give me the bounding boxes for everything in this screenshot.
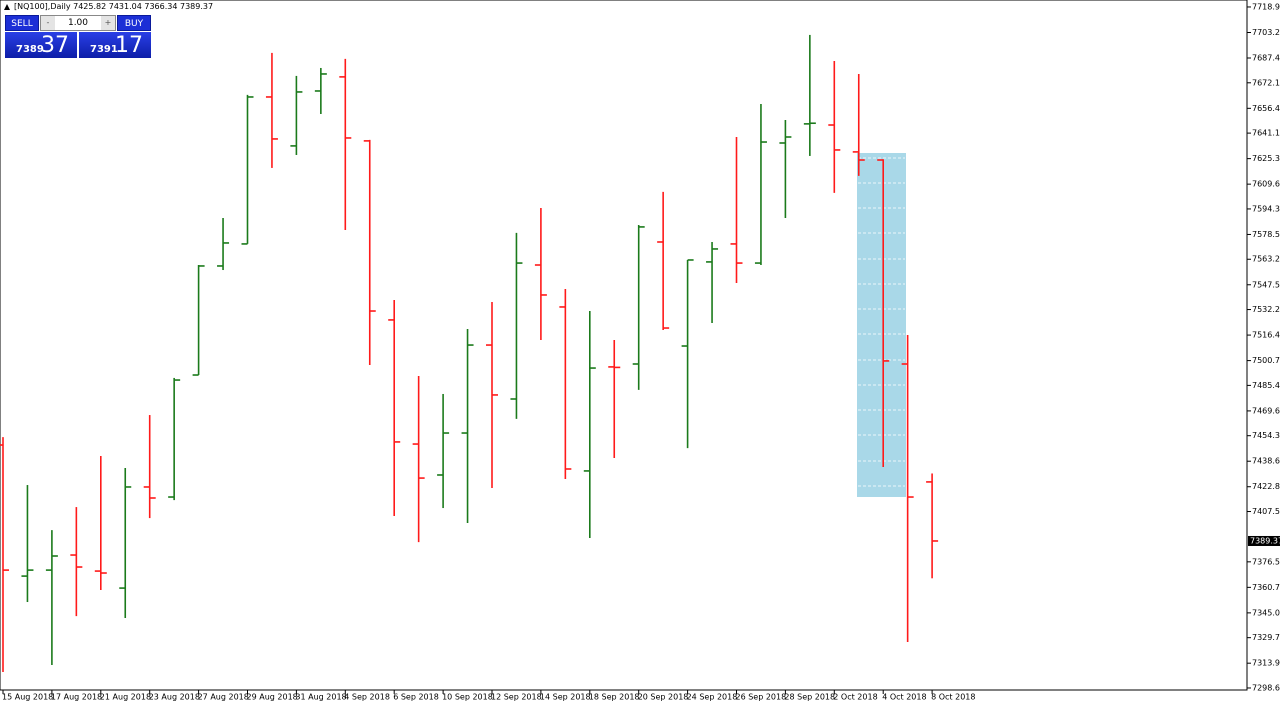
y-tick-label: 7687.45 — [1252, 54, 1280, 63]
y-tick-label: 7718.95 — [1252, 2, 1280, 11]
ask-pips: 17 — [115, 33, 143, 58]
y-tick-label: 7345.00 — [1252, 608, 1280, 617]
y-tick-label: 7469.65 — [1252, 406, 1280, 415]
bid-main: 7389 — [16, 44, 44, 55]
plot-frame — [0, 0, 1248, 691]
x-tick-label: 12 Sep 2018 — [491, 693, 542, 702]
y-tick-label: 7563.25 — [1252, 255, 1280, 264]
y-tick-label: 7672.15 — [1252, 78, 1280, 87]
header-icon — [4, 4, 10, 10]
sell-price-box[interactable]: 7389 37 — [5, 32, 77, 58]
x-tick-label: 4 Oct 2018 — [882, 693, 926, 702]
y-tick-label: 7547.50 — [1252, 280, 1280, 289]
x-tick-label: 8 Oct 2018 — [931, 693, 975, 702]
y-tick-label: 7329.70 — [1252, 633, 1280, 642]
x-tick-label: 4 Sep 2018 — [344, 693, 390, 702]
x-tick-label: 23 Aug 2018 — [149, 693, 200, 702]
x-tick-label: 18 Sep 2018 — [589, 693, 640, 702]
x-tick-label: 14 Sep 2018 — [540, 693, 591, 702]
x-tick-label: 24 Sep 2018 — [687, 693, 738, 702]
y-tick-label: 7422.85 — [1252, 482, 1280, 491]
box-dashes — [858, 157, 905, 487]
y-tick-label: 7578.55 — [1252, 230, 1280, 239]
y-tick-label: 7641.10 — [1252, 129, 1280, 138]
y-tick-label: 7360.75 — [1252, 583, 1280, 592]
x-tick-label: 6 Sep 2018 — [393, 693, 439, 702]
y-tick-label: 7376.50 — [1252, 557, 1280, 566]
x-tick-label: 2 Oct 2018 — [833, 693, 877, 702]
buy-button[interactable]: BUY — [117, 15, 151, 31]
x-tick-label: 17 Aug 2018 — [51, 693, 102, 702]
y-tick-label: 7656.40 — [1252, 104, 1280, 113]
x-tick-label: 20 Sep 2018 — [638, 693, 689, 702]
sell-button[interactable]: SELL — [5, 15, 39, 31]
buy-price-box[interactable]: 7391 17 — [79, 32, 151, 58]
y-tick-label: 7516.45 — [1252, 331, 1280, 340]
y-tick-label: 7407.55 — [1252, 507, 1280, 516]
y-tick-label: 7485.40 — [1252, 381, 1280, 390]
x-tick-label: 29 Aug 2018 — [247, 693, 298, 702]
y-tick-label: 7500.70 — [1252, 356, 1280, 365]
current-price-box — [1248, 535, 1280, 546]
y-tick-label: 7703.20 — [1252, 28, 1280, 37]
y-tick-label: 7438.60 — [1252, 457, 1280, 466]
x-tick-label: 31 Aug 2018 — [295, 693, 346, 702]
y-tick-label: 7594.30 — [1252, 204, 1280, 213]
ask-main: 7391 — [90, 44, 118, 55]
lots-input[interactable]: 1.00 — [40, 15, 116, 31]
x-tick-label: 15 Aug 2018 — [2, 693, 53, 702]
x-tick-label: 27 Aug 2018 — [198, 693, 249, 702]
lots-increase[interactable]: + — [101, 16, 115, 30]
y-tick-label: 7454.35 — [1252, 431, 1280, 440]
x-tick-label: 28 Sep 2018 — [784, 693, 835, 702]
lots-decrease[interactable]: - — [41, 16, 55, 30]
y-tick-label: 7625.35 — [1252, 154, 1280, 163]
bid-pips: 37 — [41, 33, 69, 58]
highlight-box — [857, 153, 906, 497]
x-tick-label: 21 Aug 2018 — [100, 693, 151, 702]
y-tick-label: 7298.65 — [1252, 683, 1280, 692]
y-tick-label: 7609.60 — [1252, 180, 1280, 189]
current-price-label: 7389.37 — [1250, 536, 1280, 545]
chart-header: [NQ100],Daily 7425.82 7431.04 7366.34 73… — [14, 2, 214, 11]
shaded-rectangle — [857, 153, 906, 497]
y-tick-label: 7532.20 — [1252, 305, 1280, 314]
x-tick-label: 26 Sep 2018 — [736, 693, 787, 702]
y-tick-label: 7313.95 — [1252, 659, 1280, 668]
x-tick-label: 10 Sep 2018 — [442, 693, 493, 702]
